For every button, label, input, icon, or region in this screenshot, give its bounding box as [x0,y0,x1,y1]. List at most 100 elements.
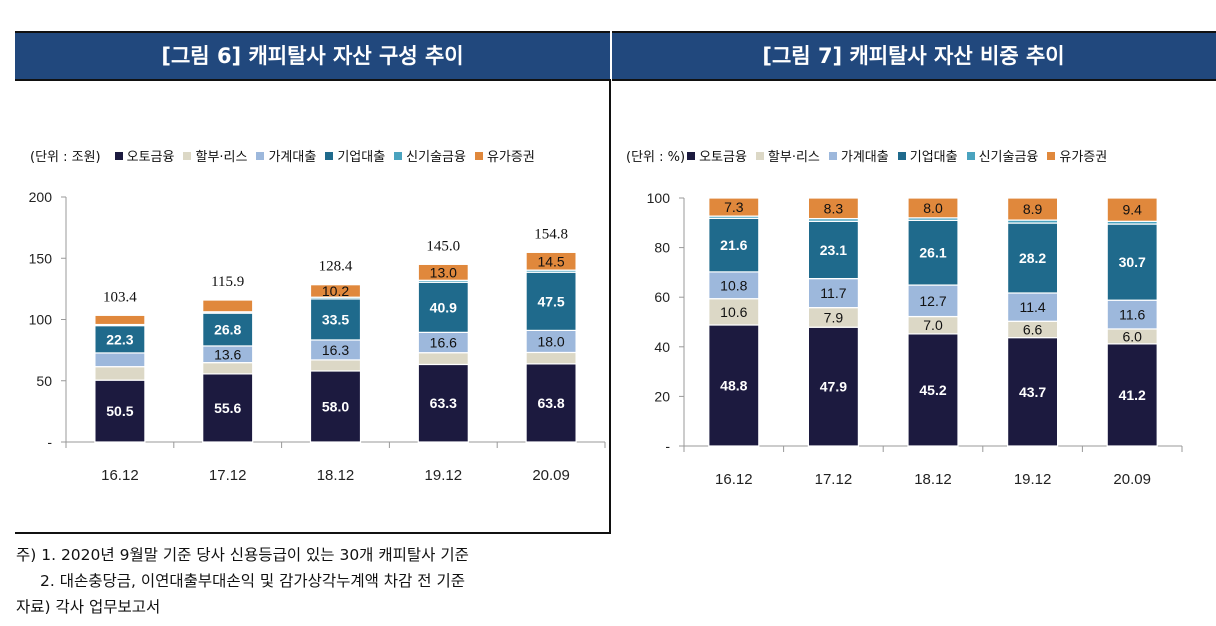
x-tick-label: 17.12 [815,471,853,488]
legend-swatch [474,151,483,160]
legend-item: 유가증권 [474,146,535,165]
y-tick-label: 40 [654,339,670,355]
bar-segment [417,263,469,281]
bar-data-label: 55.6 [214,400,241,416]
chart-6-asset-composition: - 50 100 150 200 16.12 50.5 22.3 103.4 17.12 55.6 1… [29,189,606,484]
bar-data-label: 30.7 [1119,254,1146,270]
total-label: 154.8 [534,226,568,242]
total-label: 145.0 [426,238,460,254]
bar-data-label: 7.9 [824,309,844,325]
bar-segment [907,197,959,219]
bar-segment [1007,337,1059,447]
legend-swatch [897,151,906,160]
bar-segment [202,299,254,313]
bar-data-label: 8.3 [824,200,844,216]
bar-data-label: 45.2 [919,382,946,398]
y-tick-label: 150 [29,250,53,266]
y-tick-label: 80 [654,240,670,256]
legend-swatch [183,151,192,160]
header-band: [그림 6] 캐피탈사 자산 구성 추이 [그림 7] 캐피탈사 자산 비중 추… [15,31,1216,81]
bar-data-label: 28.2 [1019,250,1046,266]
note-1: 주) 1. 2020년 9월말 기준 당사 신용등급이 있는 30개 캐피탈사 … [16,546,469,564]
y-tick-label: - [47,434,52,450]
bar-segment [708,197,760,217]
bar-segment [417,363,469,443]
bar-segment [94,379,146,443]
legend-item: 기업대출 [325,146,385,165]
y-tick-label: 60 [654,289,670,305]
bar-segment [1106,343,1158,447]
legend-label: 가계대출 [840,150,889,165]
bar-data-label: 48.8 [720,377,747,393]
bar-segment [202,362,254,375]
bar-data-label: 10.2 [322,283,349,299]
bar-segment [94,314,146,326]
x-tick-label: 20.09 [1113,471,1151,488]
total-label: 128.4 [319,259,353,275]
bar-data-label: 12.7 [919,293,946,309]
x-tick-label: 18.12 [317,467,355,484]
legend-item: 할부·리스 [755,146,820,165]
bar-data-label: 40.9 [430,299,457,315]
legend-label: 신기술금융 [406,150,466,165]
legend-swatch [394,151,403,160]
legend-item: 가계대출 [828,146,889,165]
bar-segment [708,271,760,300]
bar-data-label: 6.0 [1122,328,1142,344]
bar-segment [1007,292,1059,322]
x-tick-label: 20.09 [532,467,570,484]
x-tick-label: 17.12 [209,467,247,484]
bar-data-label: 10.6 [720,304,747,320]
bar-segment [708,217,760,273]
unit-label: (단위 : %) [626,150,686,165]
bar-segment [1106,197,1158,222]
bar-data-label: 8.0 [923,200,943,216]
bar-segment [525,251,577,271]
bar-segment [1007,197,1059,221]
legend-item: 오토금융 [687,146,747,165]
bar-data-label: 21.6 [720,237,747,253]
bar-segment [807,220,859,280]
bar-segment [525,351,577,365]
bar-data-label: 7.3 [724,199,744,215]
bar-segment [807,277,859,309]
y-tick-label: 100 [647,190,671,206]
chart-7-legend: (단위 : %) 오토금융 할부·리스 가계대출 기업대출 신기술금융 유가증권 [626,146,1116,165]
bar-data-label: 22.3 [106,331,133,347]
legend-label: 유가증권 [1059,150,1108,165]
bar-segment [525,363,577,443]
bar-segment [807,197,859,220]
bar-data-label: 43.7 [1019,384,1046,400]
unit-label: (단위 : 조원) [30,150,101,165]
header-divider [610,31,612,81]
x-tick-label: 16.12 [101,467,139,484]
legend-label: 신기술금융 [978,150,1039,165]
x-tick-label: 16.12 [715,471,753,488]
legend-swatch [256,151,265,160]
bar-data-label: 63.8 [537,395,564,411]
bar-segment [94,352,146,368]
bar-data-label: 11.4 [1019,299,1045,315]
bar-data-label: 14.5 [537,253,564,269]
bar-data-label: 10.8 [720,277,747,293]
legend-item: 가계대출 [256,146,316,165]
chart-7-asset-share: - 20 40 60 80 100 16.12 48.8 10.6 10.8 21.6 7.3 17.1… [647,190,1183,488]
legend-item: 기업대출 [897,146,958,165]
legend-swatch [114,151,123,160]
bar-data-label: 63.3 [430,395,457,411]
bar-data-label: 47.9 [820,379,847,395]
legend-label: 할부·리스 [195,150,248,165]
bar-data-label: 47.5 [537,293,564,309]
legend-label: 오토금융 [699,150,747,165]
bar-segment [309,284,362,298]
legend-label: 기업대출 [337,150,386,165]
bar-data-label: 41.2 [1119,387,1146,403]
legend-label: 기업대출 [909,150,958,165]
bar-segment [309,298,362,341]
bar-data-label: 11.6 [1119,307,1145,323]
legend-label: 할부·리스 [767,150,820,165]
legend-item: 할부·리스 [183,146,247,165]
bar-segment [417,352,469,366]
bar-data-label: 6.6 [1023,321,1043,337]
legend-swatch [1047,151,1056,160]
